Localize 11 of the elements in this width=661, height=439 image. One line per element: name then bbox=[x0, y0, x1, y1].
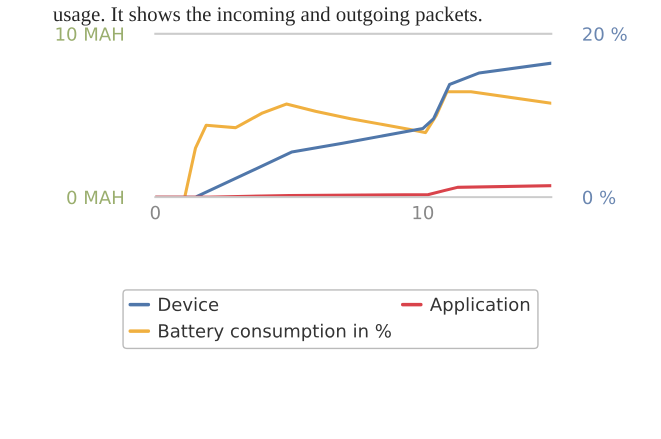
y-tick-label: 10 MAH bbox=[56, 27, 124, 41]
y2-tick-label: 20 % bbox=[583, 27, 627, 41]
line-series bbox=[155, 184, 552, 198]
legend-label: Device bbox=[159, 297, 218, 312]
text: usage. It shows the incoming and outgoing packets. bbox=[53, 6, 482, 26]
x-tick-label: 0 bbox=[150, 206, 160, 220]
y2-tick-label: 0 % bbox=[583, 190, 616, 204]
legend-label: Battery consumption in % bbox=[159, 324, 391, 342]
legend-label: Application bbox=[430, 297, 530, 315]
y-tick-label: 0 MAH bbox=[67, 190, 124, 204]
x-tick-label: 10 bbox=[413, 206, 434, 220]
